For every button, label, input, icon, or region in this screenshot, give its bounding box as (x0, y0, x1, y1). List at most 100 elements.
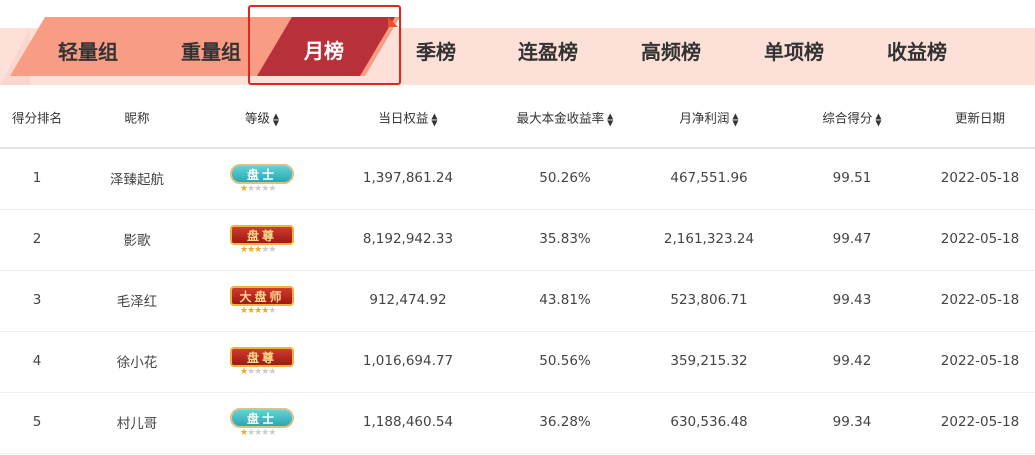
cell-monthly-profit: 523,806.71 (670, 292, 748, 308)
star-icon: ★ (247, 306, 255, 316)
star-icon: ★ (240, 367, 248, 377)
divider (0, 453, 1035, 454)
tab-6[interactable]: 单项榜 (764, 40, 824, 64)
tab-4[interactable]: 连盈榜 (518, 40, 578, 64)
sort-icon[interactable]: ▲ ▼ (272, 111, 280, 127)
star-icon: ★ (247, 245, 255, 255)
header-update-date: 更新日期 (955, 108, 1005, 127)
star-rating: ★★★★★ (240, 184, 276, 194)
cell-date: 2022-05-18 (940, 170, 1020, 186)
star-icon: ★ (261, 428, 269, 438)
cell-name[interactable]: 毛泽红 (116, 294, 158, 310)
cell-max-return: 36.28% (539, 414, 591, 430)
active-tab-corner (388, 17, 398, 27)
star-icon: ★ (240, 428, 248, 438)
star-icon: ★ (261, 184, 269, 194)
level-label: 盘士 (230, 164, 294, 184)
star-icon: ★ (247, 184, 255, 194)
star-rating: ★★★★★ (240, 245, 276, 255)
tab-5[interactable]: 高频榜 (641, 40, 701, 64)
header-label: 昵称 (124, 110, 150, 126)
sort-icon[interactable]: ▲ ▼ (607, 111, 614, 127)
tab-0[interactable]: 轻量组 (58, 40, 118, 64)
sort-icon[interactable]: ▲ ▼ (732, 111, 739, 127)
sort-icon[interactable]: ▲ ▼ (431, 111, 438, 127)
star-icon: ★ (268, 428, 276, 438)
header-max-return[interactable]: 最大本金收益率 ▲ ▼ (517, 108, 614, 127)
level-label: 盘尊 (230, 225, 294, 245)
star-icon: ★ (247, 428, 255, 438)
cell-name[interactable]: 影歌 (123, 233, 151, 249)
header-equity[interactable]: 当日权益 ▲ ▼ (378, 108, 437, 127)
cell-rank: 3 (32, 292, 42, 308)
cell-monthly-profit: 2,161,323.24 (663, 231, 755, 247)
divider (0, 209, 1035, 210)
cell-name[interactable]: 村儿哥 (116, 416, 158, 432)
star-icon: ★ (268, 184, 276, 194)
star-icon: ★ (261, 306, 269, 316)
star-rating: ★★★★★ (240, 306, 276, 316)
cell-max-return: 35.83% (539, 231, 591, 247)
cell-name[interactable]: 徐小花 (116, 355, 158, 371)
tab-2[interactable]: 月榜 (304, 39, 344, 63)
highlight-box (248, 5, 401, 85)
cell-rank: 4 (32, 353, 42, 369)
cell-monthly-profit: 467,551.96 (670, 170, 748, 186)
header-label: 最大本金收益率 (516, 110, 605, 126)
level-badge: 盘士 ★★★★★ (222, 406, 302, 440)
star-icon: ★ (247, 367, 255, 377)
header-monthly-profit[interactable]: 月净利润 ▲ ▼ (679, 108, 738, 127)
star-icon: ★ (254, 367, 262, 377)
star-icon: ★ (254, 428, 262, 438)
header-nickname: 昵称 (124, 108, 149, 127)
star-icon: ★ (254, 184, 262, 194)
cell-score: 99.42 (832, 353, 872, 369)
star-rating: ★★★★★ (240, 367, 276, 377)
cell-max-return: 50.56% (539, 353, 591, 369)
star-icon: ★ (268, 245, 276, 255)
star-icon: ★ (240, 245, 248, 255)
cell-rank: 2 (32, 231, 42, 247)
cell-equity: 1,188,460.54 (362, 414, 454, 430)
divider (0, 270, 1035, 271)
header-label: 综合得分 (822, 110, 873, 126)
star-icon: ★ (240, 184, 248, 194)
header-label: 得分排名 (11, 110, 63, 126)
cell-name[interactable]: 泽臻起航 (110, 172, 164, 188)
cell-date: 2022-05-18 (940, 353, 1020, 369)
header-label: 等级 (244, 110, 270, 126)
tab-7[interactable]: 收益榜 (887, 40, 947, 64)
cell-score: 99.43 (832, 292, 872, 308)
cell-monthly-profit: 359,215.32 (670, 353, 748, 369)
divider (0, 147, 1035, 149)
sort-icon[interactable]: ▲ ▼ (875, 111, 882, 127)
cell-monthly-profit: 630,536.48 (670, 414, 748, 430)
star-icon: ★ (261, 245, 269, 255)
tab-1[interactable]: 重量组 (181, 40, 241, 64)
cell-equity: 912,474.92 (369, 292, 447, 308)
star-icon: ★ (254, 245, 262, 255)
level-badge: 盘尊 ★★★★★ (222, 223, 302, 257)
tab-3[interactable]: 季榜 (416, 40, 456, 64)
header-label: 更新日期 (954, 110, 1006, 126)
star-rating: ★★★★★ (240, 428, 276, 438)
star-icon: ★ (254, 306, 262, 316)
cell-score: 99.51 (832, 170, 872, 186)
star-icon: ★ (268, 306, 276, 316)
star-icon: ★ (261, 367, 269, 377)
level-badge: 盘尊 ★★★★★ (222, 345, 302, 379)
level-label: 大盘师 (230, 286, 294, 306)
cell-max-return: 50.26% (539, 170, 591, 186)
level-label: 盘士 (230, 408, 294, 428)
header-label: 当日权益 (378, 110, 429, 126)
cell-date: 2022-05-18 (940, 231, 1020, 247)
star-icon: ★ (268, 367, 276, 377)
cell-rank: 1 (32, 170, 42, 186)
header-rank: 得分排名 (12, 108, 62, 127)
header-level[interactable]: 等级 ▲ ▼ (245, 108, 279, 127)
level-badge: 大盘师 ★★★★★ (222, 284, 302, 318)
cell-equity: 1,397,861.24 (362, 170, 454, 186)
header-score[interactable]: 综合得分 ▲ ▼ (822, 108, 881, 127)
divider (0, 331, 1035, 332)
star-icon: ★ (240, 306, 248, 316)
